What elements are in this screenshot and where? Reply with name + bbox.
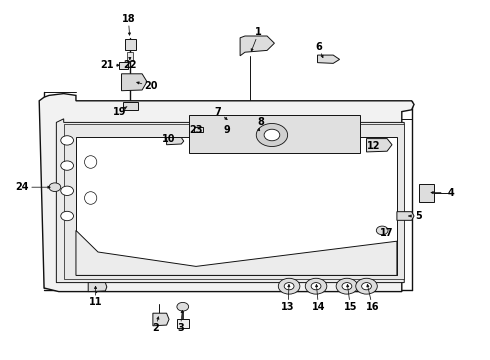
- Text: 7: 7: [215, 107, 221, 117]
- Polygon shape: [122, 74, 147, 91]
- Polygon shape: [88, 283, 107, 292]
- Text: 20: 20: [144, 81, 158, 91]
- Circle shape: [61, 186, 74, 195]
- Polygon shape: [367, 139, 392, 152]
- Text: 12: 12: [367, 141, 380, 151]
- Ellipse shape: [84, 156, 97, 168]
- Text: 1: 1: [255, 27, 262, 37]
- Text: 2: 2: [152, 323, 159, 333]
- Polygon shape: [194, 127, 203, 132]
- Circle shape: [284, 283, 294, 290]
- Text: 11: 11: [89, 297, 102, 307]
- Circle shape: [61, 211, 74, 221]
- Circle shape: [336, 278, 358, 294]
- Ellipse shape: [84, 192, 97, 204]
- Circle shape: [311, 283, 321, 290]
- Circle shape: [356, 278, 377, 294]
- Text: 6: 6: [315, 42, 322, 52]
- Text: 10: 10: [162, 134, 176, 144]
- Polygon shape: [419, 184, 434, 202]
- Polygon shape: [76, 230, 397, 275]
- Text: 3: 3: [177, 323, 184, 333]
- Polygon shape: [240, 36, 274, 56]
- Circle shape: [376, 226, 388, 235]
- Text: 13: 13: [281, 302, 295, 312]
- Circle shape: [49, 183, 61, 192]
- Polygon shape: [122, 102, 138, 110]
- Polygon shape: [177, 319, 189, 328]
- Polygon shape: [39, 94, 414, 292]
- Polygon shape: [397, 212, 414, 220]
- Text: 19: 19: [113, 107, 127, 117]
- Circle shape: [362, 283, 371, 290]
- Text: 21: 21: [100, 60, 114, 70]
- Circle shape: [264, 129, 280, 141]
- Text: 15: 15: [343, 302, 357, 312]
- Polygon shape: [119, 62, 128, 69]
- Circle shape: [278, 278, 300, 294]
- Circle shape: [61, 161, 74, 170]
- Circle shape: [256, 123, 288, 147]
- Text: 9: 9: [223, 125, 230, 135]
- Polygon shape: [189, 115, 360, 153]
- Polygon shape: [167, 138, 184, 145]
- Circle shape: [305, 278, 327, 294]
- Circle shape: [177, 302, 189, 311]
- Polygon shape: [56, 119, 404, 283]
- Polygon shape: [153, 313, 169, 326]
- Polygon shape: [64, 124, 404, 279]
- Text: 5: 5: [416, 211, 422, 221]
- Text: 23: 23: [189, 125, 203, 135]
- Circle shape: [342, 283, 352, 290]
- Text: 16: 16: [366, 302, 379, 312]
- Text: 24: 24: [15, 182, 29, 192]
- Text: 17: 17: [380, 228, 394, 238]
- Text: 22: 22: [123, 60, 137, 70]
- Circle shape: [61, 136, 74, 145]
- Polygon shape: [127, 52, 133, 61]
- Text: 14: 14: [312, 302, 325, 312]
- Text: 4: 4: [447, 188, 454, 198]
- Polygon shape: [318, 55, 340, 63]
- Text: 8: 8: [257, 117, 264, 127]
- Text: 18: 18: [122, 14, 135, 24]
- Polygon shape: [125, 39, 136, 50]
- Polygon shape: [76, 137, 397, 275]
